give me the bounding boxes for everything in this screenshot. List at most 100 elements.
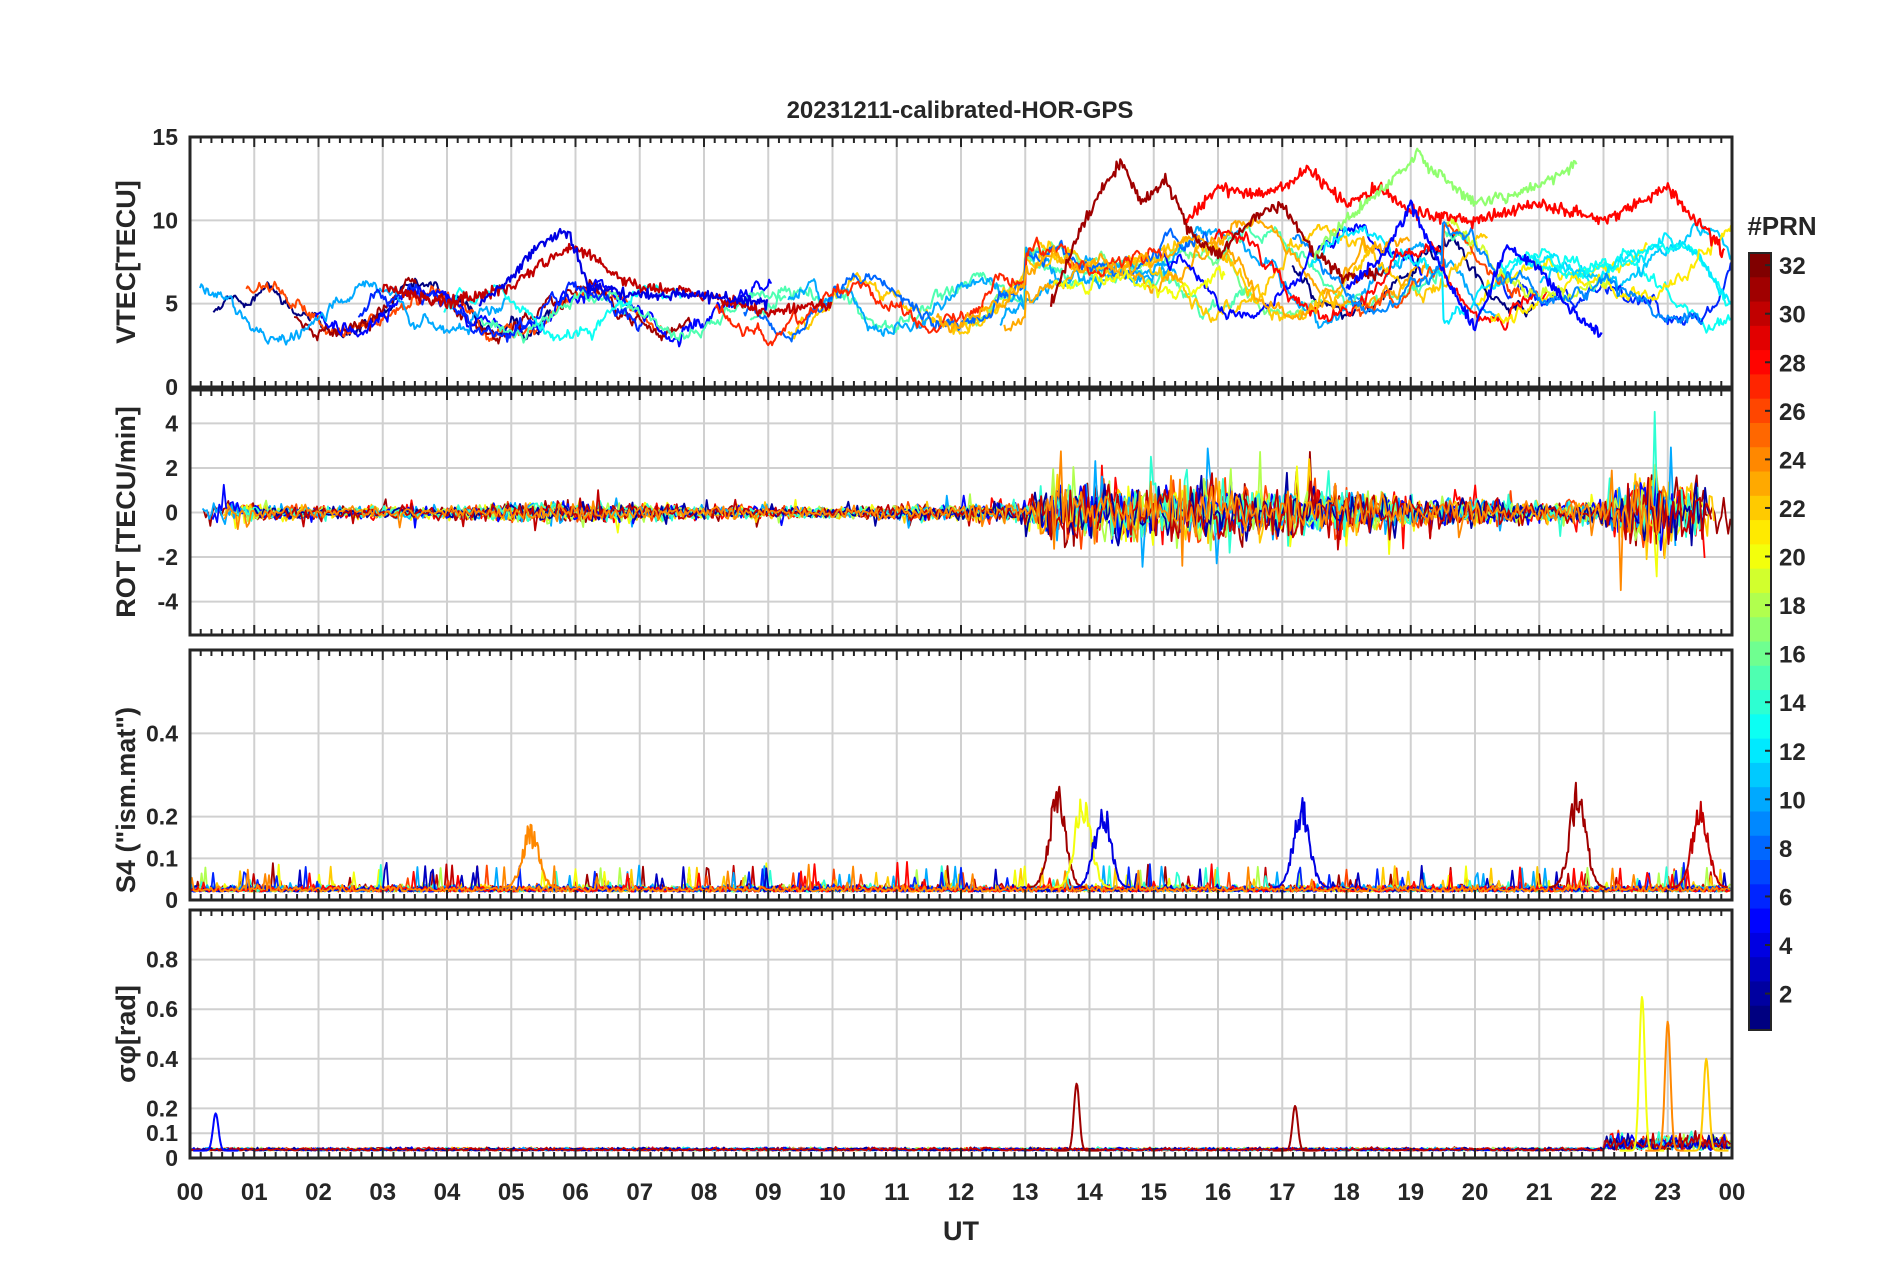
colorbar-frame — [1748, 252, 1772, 1031]
colorbar-segment — [1749, 253, 1771, 278]
colorbar-segment — [1749, 301, 1771, 327]
colorbar-segment — [1749, 1005, 1771, 1031]
y-tick-label: -4 — [158, 589, 179, 615]
x-tick-label: 12 — [948, 1179, 975, 1206]
x-tick-label: 01 — [241, 1179, 268, 1206]
x-tick-label: 23 — [1654, 1179, 1681, 1206]
colorbar-tick-label: 26 — [1779, 399, 1806, 426]
colorbar-tick-label: 30 — [1779, 302, 1806, 329]
panel-s4: 0 0.1 0.2 0.4S4 ("ism.mat") — [111, 648, 1734, 913]
panel-rot: -4 -2 0 2 4 ROT [TECU/min] — [111, 388, 1734, 637]
colorbar-tick-label: 4 — [1779, 933, 1793, 960]
sigma-peak-trace — [1053, 1082, 1100, 1152]
x-tick-label: 04 — [434, 1179, 461, 1206]
colorbar-segment — [1749, 665, 1771, 691]
axes-box — [188, 388, 1734, 637]
colorbar-label: #PRN — [1747, 211, 1816, 241]
y-tick-label: 5 — [165, 291, 178, 317]
x-tick-label: 00 — [1719, 1179, 1746, 1206]
s4-peak-trace — [1272, 797, 1330, 889]
colorbar-segment — [1749, 350, 1771, 376]
y-tick-label: 0.2 — [146, 804, 178, 830]
axes-box — [188, 135, 1734, 389]
s4-peak-trace — [1054, 798, 1112, 889]
x-tick-label: 06 — [562, 1179, 589, 1206]
x-tick-label: 21 — [1526, 1179, 1553, 1206]
colorbar-segment — [1749, 447, 1771, 473]
colorbar-tick-label: 6 — [1779, 884, 1792, 911]
colorbar-segment — [1749, 738, 1771, 764]
s4-peak-trace — [501, 823, 560, 889]
sigma-peak-trace — [1645, 1020, 1691, 1152]
y-axis-label: VTEC[TECU] — [111, 180, 141, 344]
colorbar-tick-label: 24 — [1779, 447, 1806, 474]
colorbar-segment — [1749, 568, 1771, 594]
rot-trace-prn-24 — [223, 450, 1669, 592]
x-tick-label: 15 — [1140, 1179, 1167, 1206]
x-tick-label: 22 — [1590, 1179, 1617, 1206]
sigma-peak-trace — [1272, 1105, 1318, 1152]
vtec-series-line — [1313, 147, 1578, 261]
x-axis-label: UT — [943, 1216, 979, 1246]
y-tick-label: 4 — [165, 410, 178, 436]
colorbar-segment — [1749, 325, 1771, 351]
y-tick-label: 0.4 — [146, 1046, 178, 1072]
colorbar-segment — [1749, 520, 1771, 545]
x-tick-label: 02 — [305, 1179, 332, 1206]
vtec-trace-prn-15 — [480, 286, 787, 344]
colorbar-tick-label: 16 — [1779, 642, 1806, 669]
colorbar-segment — [1749, 422, 1771, 448]
sigma-peak-trace — [1683, 1057, 1729, 1152]
colorbar-segment — [1749, 762, 1771, 788]
colorbar-segment — [1749, 957, 1771, 983]
vtec-trace-prn-9 — [1291, 221, 1704, 325]
axes-box — [188, 908, 1734, 1160]
x-tick-label: 18 — [1333, 1179, 1360, 1206]
panel-vtec: 0 5 10 15 VTEC[TECU] — [111, 124, 1734, 400]
vtec-trace-prn-27 — [714, 236, 1165, 347]
colorbar-tick-label: 14 — [1779, 690, 1806, 717]
colorbar-tick-label: 20 — [1779, 545, 1806, 572]
y-tick-label: 0.8 — [146, 947, 178, 973]
colorbar-segment — [1749, 860, 1771, 885]
colorbar-segment — [1749, 495, 1771, 521]
colorbar-tick-label: 18 — [1779, 593, 1806, 620]
x-tick-label: 13 — [1012, 1179, 1039, 1206]
vtec-series-line — [1185, 164, 1726, 259]
x-tick-label: 14 — [1076, 1179, 1103, 1206]
y-tick-label: 0.1 — [146, 1120, 178, 1146]
colorbar-segment — [1749, 714, 1771, 740]
x-tick-label: 19 — [1397, 1179, 1424, 1206]
colorbar-tick-label: 8 — [1779, 836, 1792, 863]
colorbar-tick-label: 12 — [1779, 739, 1806, 766]
x-tick-label: 07 — [626, 1179, 653, 1206]
y-tick-label: 0.6 — [146, 996, 178, 1022]
x-tick-label: 17 — [1269, 1179, 1296, 1206]
colorbar-tick-label: 22 — [1779, 496, 1806, 523]
colorbar-segment — [1749, 592, 1771, 618]
colorbar-segment — [1749, 374, 1771, 400]
sigma-peak-trace — [193, 1112, 239, 1152]
y-tick-label: 2 — [165, 455, 178, 481]
y-axis-label: σφ[rad] — [111, 985, 141, 1083]
vtec-trace-prn-23 — [935, 235, 1411, 334]
x-tick-label: 08 — [691, 1179, 718, 1206]
colorbar-segment — [1749, 908, 1771, 934]
colorbar-tick-label: 10 — [1779, 787, 1806, 814]
colorbar-segment — [1749, 471, 1771, 497]
y-axis-label: ROT [TECU/min] — [111, 406, 141, 617]
s4-peak-trace — [1670, 800, 1728, 889]
vtec-trace-prn-5 — [1157, 223, 1423, 321]
vtec-trace-prn-22 — [1117, 223, 1489, 323]
x-tick-label: 20 — [1462, 1179, 1489, 1206]
y-tick-label: 0 — [165, 887, 178, 913]
vtec-series-line — [1049, 158, 1385, 307]
y-tick-label: 0.4 — [146, 720, 178, 746]
vtec-trace-prn-21 — [1489, 225, 1732, 324]
x-tick-label: 09 — [755, 1179, 782, 1206]
colorbar-segment — [1749, 835, 1771, 861]
colorbar-segment — [1749, 641, 1771, 667]
y-tick-label: 0 — [165, 500, 178, 526]
colorbar-segment — [1749, 787, 1771, 813]
